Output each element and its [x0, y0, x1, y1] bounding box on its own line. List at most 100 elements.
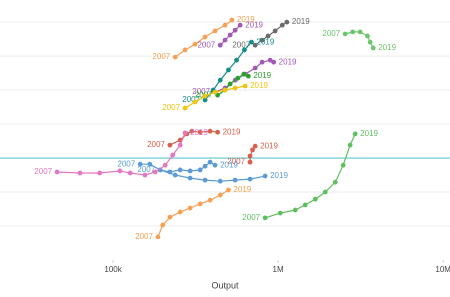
point: [97, 170, 103, 176]
point: [197, 167, 203, 173]
point: [212, 28, 218, 34]
point: [232, 27, 238, 33]
point: [350, 29, 356, 35]
end-label: 2019: [260, 141, 278, 150]
point: [229, 17, 235, 23]
point: [160, 222, 166, 228]
point: [234, 57, 239, 63]
point: [217, 192, 223, 198]
point: [249, 39, 254, 45]
point: [357, 29, 363, 35]
point: [207, 128, 213, 134]
point: [252, 42, 258, 48]
start-label: 2007: [197, 40, 215, 49]
x-tick-label: 1M: [273, 265, 284, 274]
point: [222, 22, 228, 28]
end-label: 2019: [253, 71, 271, 80]
point: [137, 161, 143, 167]
point: [235, 75, 241, 81]
end-label: 2019: [279, 57, 297, 66]
end-label: 2019: [220, 160, 238, 169]
point: [322, 189, 328, 195]
series-line: [140, 161, 216, 173]
point: [279, 22, 285, 28]
end-label: 2019: [190, 128, 208, 137]
point: [202, 177, 208, 183]
point: [284, 19, 290, 25]
point: [197, 201, 203, 207]
point: [215, 129, 221, 135]
end-label: 2019: [223, 127, 241, 136]
start-label: 2007: [182, 95, 200, 104]
point: [182, 130, 188, 136]
x-tick-label: 100k: [104, 265, 122, 274]
point: [197, 129, 203, 135]
end-label: 2019: [250, 81, 268, 90]
series-line: [157, 189, 229, 238]
point: [265, 33, 271, 39]
point: [54, 169, 60, 175]
end-label: 2019: [237, 15, 255, 24]
start-label: 2007: [137, 165, 155, 174]
point: [217, 178, 223, 184]
point: [217, 42, 223, 48]
point: [177, 209, 183, 215]
point: [127, 170, 133, 176]
point: [155, 234, 161, 240]
start-label: 2007: [242, 213, 260, 222]
point: [332, 179, 338, 185]
point: [370, 45, 376, 51]
point: [232, 85, 238, 91]
end-label: 2019: [360, 129, 378, 138]
point: [170, 152, 176, 158]
point: [342, 31, 348, 37]
point: [177, 167, 183, 173]
point: [252, 65, 258, 71]
point: [202, 93, 208, 99]
point: [262, 215, 268, 221]
point: [259, 37, 265, 43]
series-line: [160, 169, 266, 182]
point: [247, 159, 253, 165]
point: [247, 153, 253, 159]
start-label: 2007: [34, 167, 52, 176]
point: [162, 162, 168, 168]
point: [367, 39, 373, 45]
point: [227, 32, 233, 38]
point: [259, 59, 265, 65]
point: [262, 173, 268, 179]
point: [227, 81, 233, 87]
start-label: 2007: [135, 232, 153, 241]
point: [277, 210, 283, 216]
start-label: 2007: [147, 140, 165, 149]
series-line: [264, 133, 356, 219]
point: [202, 34, 208, 40]
point: [232, 177, 238, 183]
end-label: 2019: [378, 43, 396, 52]
point: [202, 97, 208, 103]
point: [207, 197, 213, 203]
series-line: [57, 132, 186, 176]
end-label: 2019: [233, 185, 251, 194]
point: [187, 175, 193, 181]
point: [182, 47, 188, 53]
point: [352, 131, 358, 137]
point: [312, 196, 318, 202]
point: [222, 37, 228, 43]
start-label: 2007: [192, 87, 210, 96]
point: [167, 142, 173, 148]
point: [302, 202, 308, 208]
point: [117, 168, 123, 174]
point: [245, 73, 251, 79]
point: [189, 128, 195, 134]
point: [172, 54, 178, 60]
point: [212, 89, 218, 95]
point: [267, 57, 273, 63]
point: [142, 172, 148, 178]
point: [202, 163, 208, 169]
point: [252, 143, 258, 149]
point: [172, 172, 178, 178]
point: [77, 170, 83, 176]
point: [292, 207, 298, 213]
